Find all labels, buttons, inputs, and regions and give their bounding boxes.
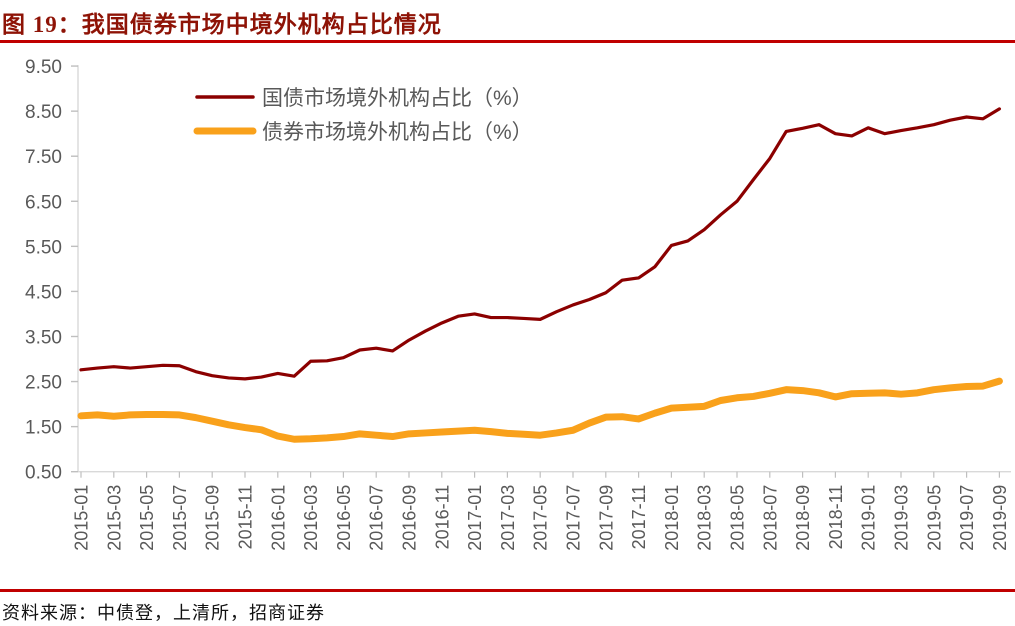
x-axis-label: 2017-01 [465, 485, 485, 551]
legend-item: 债券市场境外机构占比（%） [193, 121, 533, 144]
y-axis-label: 3.50 [25, 327, 62, 348]
title-divider [0, 40, 1015, 43]
x-axis-label: 2015-09 [203, 485, 223, 551]
y-axis-label: 2.50 [25, 373, 62, 394]
legend-label: 债券市场境外机构占比（%） [262, 121, 533, 144]
x-axis-label: 2016-01 [268, 485, 288, 551]
legend-label: 国债市场境外机构占比（%） [262, 87, 533, 110]
x-axis-label: 2016-11 [432, 485, 452, 550]
y-axis-label: 4.50 [25, 282, 62, 303]
x-axis-label: 2019-09 [990, 485, 1010, 551]
x-axis-label: 2017-05 [531, 485, 551, 551]
footer-divider [0, 589, 1015, 592]
x-axis-label: 2017-11 [629, 485, 649, 550]
x-axis-label: 2016-07 [367, 485, 387, 551]
x-axis-label: 2016-03 [301, 485, 321, 551]
x-axis-label: 2018-05 [728, 485, 748, 551]
treasury-share-line [79, 107, 1002, 381]
y-axis-label: 7.50 [25, 147, 62, 168]
y-axis-label: 8.50 [25, 102, 62, 123]
x-axis-label: 2019-03 [892, 485, 912, 551]
y-axis-label: 6.50 [25, 192, 62, 213]
x-axis-label: 2019-07 [957, 485, 977, 551]
y-axis-label: 9.50 [25, 57, 62, 78]
source-note: 资料来源：中债登，上清所，招商证券 [2, 603, 325, 623]
x-axis-label: 2018-09 [793, 485, 813, 551]
chart-area: 9.50 8.50 7.50 6.50 5.50 4.50 3.50 2.50 1.50 0.50… [0, 43, 1015, 586]
y-axis-label: 1.50 [25, 418, 62, 439]
bond-market-share-line [77, 377, 1003, 443]
y-axis-label: 0.50 [25, 463, 62, 484]
figure-title: 图 19：我国债券市场中境外机构占比情况 [2, 12, 442, 37]
x-axis-label: 2019-05 [924, 485, 944, 551]
x-axis-label: 2015-03 [104, 485, 124, 551]
legend-item: 国债市场境外机构占比（%） [195, 87, 533, 110]
x-axis-label: 2015-01 [72, 485, 92, 551]
x-axis-label: 2018-11 [826, 485, 846, 550]
x-axis-label: 2016-09 [400, 485, 420, 551]
x-axis-label: 2016-05 [334, 485, 354, 551]
x-axis-label: 2015-11 [236, 485, 256, 550]
x-axis-label: 2017-03 [498, 485, 518, 551]
x-axis-label: 2018-01 [662, 485, 682, 551]
x-axis-label: 2015-07 [170, 485, 190, 551]
y-axis-label: 5.50 [25, 237, 62, 258]
x-axis-label: 2018-07 [760, 485, 780, 551]
x-axis-label: 2019-01 [859, 485, 879, 551]
x-axis-label: 2017-07 [564, 485, 584, 551]
line-chart: 9.50 8.50 7.50 6.50 5.50 4.50 3.50 2.50 1.50 0.50… [25, 57, 1011, 551]
x-axis-label: 2017-09 [596, 485, 616, 551]
x-axis-label: 2015-05 [137, 485, 157, 551]
x-axis-label: 2018-03 [695, 485, 715, 551]
